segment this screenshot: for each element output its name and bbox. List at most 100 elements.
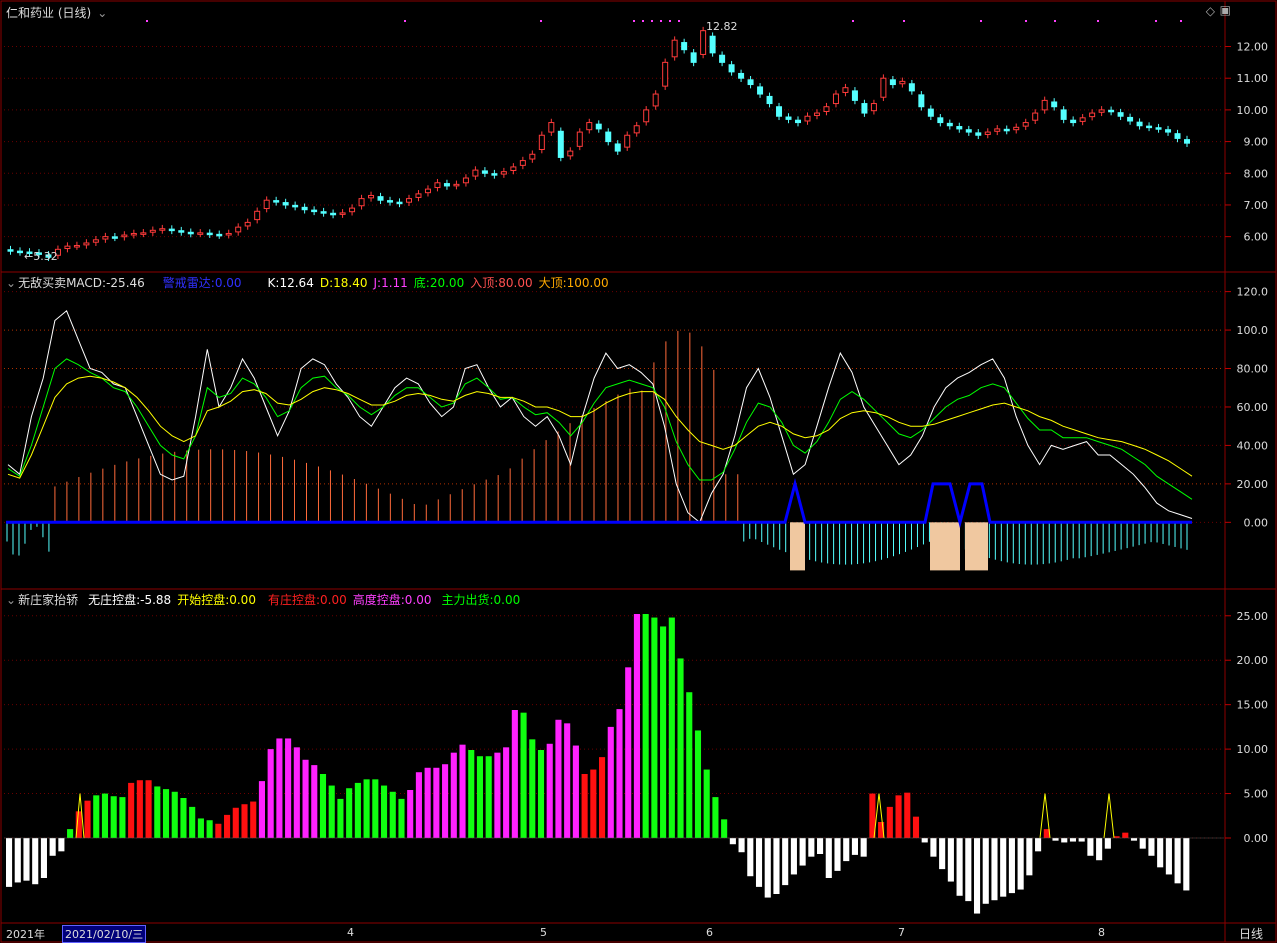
candle-body [301,206,308,211]
zhuangjia-bar [180,798,187,838]
indicator-panel-zhuangjia [4,614,1224,914]
candle-body [358,198,365,207]
candle-body [453,183,460,187]
candle-body [349,207,356,213]
candle-body [396,201,403,205]
zhuangjia-bar [119,797,126,838]
chevron-down-icon[interactable]: ⌄ [6,593,17,607]
diamond-icon[interactable]: ◇ [1205,4,1215,18]
candle-body [956,126,963,130]
macd-label: MACD: [66,276,107,290]
candle-body [633,125,640,134]
candle-body [424,188,431,194]
alert-value: 0.00 [214,276,242,290]
chevron-down-icon[interactable]: ⌄ [6,276,17,290]
wudi-name[interactable]: 无敌买卖 [18,276,67,290]
zhuangjia-name[interactable]: 新庄家抬轿 [18,593,79,607]
zhuangjia-bar [799,838,806,866]
zhuangjia-bar [250,801,257,838]
zhuangjia-bar [363,779,370,838]
start-control-spike [1039,793,1051,839]
y-tick-label: 12.00 [1237,41,1269,54]
zhuangjia-bar [520,712,527,838]
zhuangjia-bar [101,793,109,838]
high-control-value: 0.00 [404,593,432,607]
zhuangjia-bar [616,709,623,838]
zhuangjia-bar [328,785,335,838]
candle-body [624,134,631,148]
candle-body [1108,109,1115,113]
signal-box [965,522,988,571]
candle-body [16,250,23,254]
zhuangjia-bar [991,838,998,901]
start-control-spike [1103,793,1115,839]
chevron-down-icon[interactable]: ⌄ [97,6,108,20]
zhuangjia-bar [442,764,449,838]
window-icon[interactable]: ▣ [1219,3,1231,17]
main-out-label: 主力出货: [441,593,494,607]
candle-body [1089,112,1096,118]
zhuangjia-bar [755,838,763,887]
zhuangjia-bar [511,710,518,838]
zhuangjia-bar [503,747,510,838]
zhuangjia-bar [633,614,640,838]
zhuangjia-bar [485,756,492,838]
zhuangjia-bar [1087,838,1094,856]
zhuangjia-bar [311,765,318,838]
zhuangjia-bar [1026,838,1033,876]
candle-body [832,93,839,105]
zhuangjia-bar [128,782,135,838]
candle-body [197,232,204,235]
zhuangjia-bar [1157,838,1164,868]
zhuangjia-bar [468,750,475,838]
no-control-label: 无庄控盘: [88,593,141,607]
zhuangjia-bar [189,806,196,838]
signal-dot [1054,20,1056,22]
candle-body [776,106,783,117]
candle-body [64,245,71,250]
candle-body [500,171,507,175]
zhuangjia-bar [1148,838,1155,856]
zhuangjia-bar [564,723,571,838]
candle-body [1003,128,1010,132]
candle-body [443,183,450,187]
candle-body [614,143,621,152]
zhuangjia-bar [808,838,815,857]
zhuangjia-bar [354,782,361,838]
y-tick-label: 80.00 [1237,363,1269,376]
zhuangjia-bar [738,838,745,853]
start-control-spike [873,793,885,839]
zhuangjia-bar [154,786,161,838]
candle-body [965,129,972,133]
candle-body [1098,109,1105,113]
d-label: D: [319,276,334,290]
signal-dot [669,20,671,22]
candle-body [45,254,52,258]
candle-body [567,150,574,157]
kdj-line-k [7,309,1193,524]
zhuangjia-bar [319,774,327,838]
zhuangjia-bar [84,800,91,838]
candle-body [1146,125,1153,129]
zhuangjia-bar [921,838,928,843]
candle-body [927,108,934,117]
candle-body [823,106,830,112]
zhuangjia-bar [197,818,204,838]
period-label[interactable]: 日线 [1238,927,1263,941]
zhuangjia-bar [817,838,824,854]
zhuangjia-bar [32,838,39,885]
zhuangjia-bar [982,838,989,904]
zhuangjia-bar [58,838,65,852]
candle-body [225,232,232,236]
candle-body [757,86,764,95]
selected-date[interactable]: 2021/02/10/三 [62,925,147,943]
indicator-panel-wudi [6,309,1193,571]
stock-title[interactable]: 仁和药业 (日线) [6,6,92,20]
zhuangjia-bar [459,744,466,838]
candle-body [102,236,109,240]
zhuangjia-bar [590,769,597,838]
zhuangjia-bar [1052,838,1059,841]
zhuangjia-bar [285,738,292,838]
candle-body [870,103,877,112]
y-tick-label: 100.0 [1237,324,1269,337]
